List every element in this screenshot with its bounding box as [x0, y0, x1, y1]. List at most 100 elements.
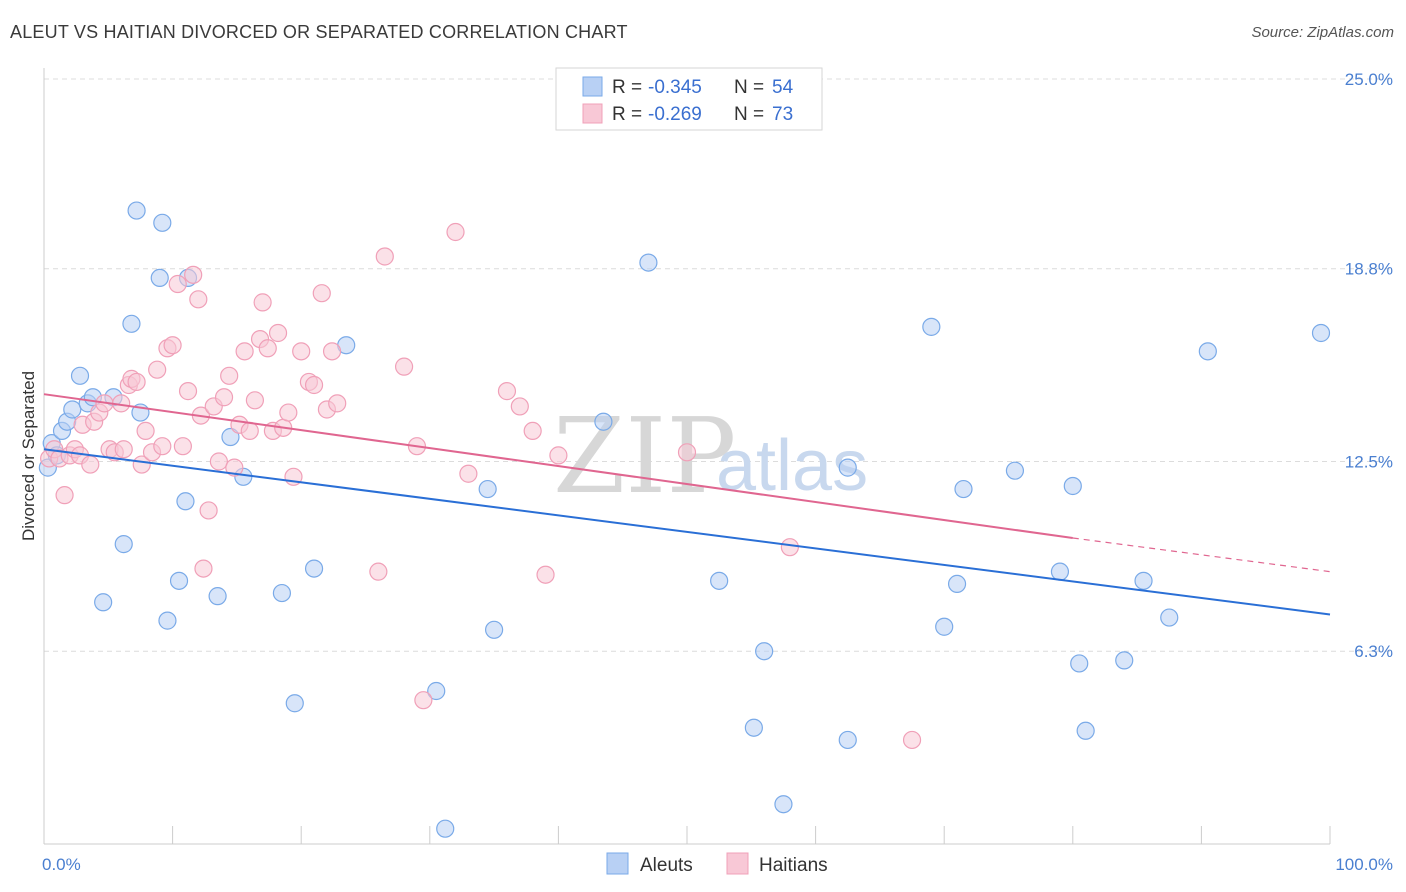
aleut-point-46 [1063, 476, 1082, 496]
haitian-point-22 [148, 360, 167, 379]
x-tick-label-0: 0.0% [42, 855, 81, 874]
y-tick-label-1: 12.5% [1345, 453, 1393, 472]
haitian-point-41 [240, 421, 259, 440]
aleut-point-40 [922, 317, 941, 336]
aleut-point-34 [710, 571, 729, 590]
haitian-point-15 [114, 440, 133, 459]
haitian-point-32 [194, 559, 213, 578]
aleut-point-33 [639, 253, 658, 272]
haitian-point-71 [780, 538, 799, 557]
data-points [38, 201, 1331, 838]
haitian-point-44 [253, 293, 272, 312]
aleut-point-29 [436, 819, 455, 838]
aleut-point-25 [285, 694, 304, 713]
haitian-point-63 [446, 222, 465, 242]
x-tick-labels: 0.0% 100.0% [42, 855, 1393, 874]
legend-bottom-swatch-haitians [726, 852, 749, 875]
haitian-point-69 [549, 446, 568, 465]
legend-bottom-swatch-aleuts [606, 852, 629, 875]
aleut-point-37 [774, 795, 793, 814]
trend-lines [43, 393, 1331, 616]
haitian-point-26 [168, 274, 187, 294]
aleut-point-43 [954, 479, 973, 499]
legend-n-label-1: N = [734, 77, 764, 98]
aleut-point-16 [153, 213, 172, 232]
source-label: Source: ZipAtlas.com [1251, 24, 1394, 41]
haitian-point-59 [375, 247, 394, 266]
haitian-point-68 [536, 565, 555, 584]
legend-n-label-2: N = [734, 104, 764, 125]
y-tick-label-2: 18.8% [1345, 260, 1393, 279]
aleut-point-26 [304, 559, 324, 578]
haitian-point-60 [394, 357, 414, 376]
haitian-point-51 [292, 342, 311, 361]
haitian-point-23 [153, 437, 172, 456]
aleut-point-17 [158, 611, 177, 630]
haitian-point-28 [178, 382, 198, 401]
haitian-point-40 [235, 342, 254, 361]
y-tick-labels: 6.3% 12.5% 18.8% 25.0% [1345, 70, 1393, 661]
legend-bottom-aleuts: Aleuts [640, 855, 693, 876]
haitian-point-64 [459, 464, 478, 483]
haitian-point-8 [81, 455, 100, 474]
aleut-point-50 [1134, 571, 1153, 590]
aleut-point-11 [114, 535, 133, 554]
aleut-point-31 [478, 479, 497, 499]
haitian-point-70 [677, 443, 697, 462]
aleut-point-28 [427, 681, 446, 701]
haitian-point-53 [304, 375, 324, 395]
haitian-point-42 [245, 391, 265, 410]
haitian-point-47 [268, 323, 288, 343]
haitian-point-27 [173, 437, 192, 456]
aleut-point-6 [70, 366, 90, 385]
haitian-point-25 [163, 336, 182, 355]
haitian-point-18 [127, 372, 146, 392]
x-tick-label-1: 100.0% [1335, 855, 1393, 874]
haitian-point-57 [328, 394, 347, 413]
haitian-point-62 [414, 691, 433, 710]
aleut-point-19 [176, 492, 195, 511]
haitian-point-65 [497, 382, 517, 401]
y-tick-label-0: 6.3% [1354, 642, 1393, 661]
haitian-trend-extension [1072, 537, 1331, 573]
aleut-point-44 [1005, 461, 1025, 480]
legend-r-value-1: -0.345 [648, 77, 702, 98]
y-axis-title: Divorced or Separated [19, 371, 38, 541]
aleut-point-12 [122, 314, 141, 333]
haitian-point-33 [199, 501, 218, 520]
grid-lines [44, 78, 1392, 652]
haitian-point-30 [189, 290, 208, 309]
aleut-point-48 [1076, 721, 1095, 740]
legend-r-label-2: R = [612, 104, 642, 125]
legend-top: R = -0.345 N = 54 R = -0.269 N = 73 [555, 67, 823, 131]
legend-swatch-haitians [582, 103, 603, 124]
legend-n-value-1: 54 [772, 77, 794, 98]
aleut-point-35 [755, 642, 774, 661]
haitian-point-36 [214, 388, 234, 407]
haitian-point-72 [902, 730, 922, 750]
haitian-point-35 [209, 452, 228, 471]
haitian-point-54 [312, 284, 331, 303]
haitian-point-56 [322, 342, 342, 361]
haitian-point-3 [55, 486, 74, 505]
aleut-point-42 [947, 574, 967, 594]
aleut-point-52 [1198, 342, 1217, 361]
aleut-point-36 [744, 718, 763, 737]
aleut-point-15 [150, 268, 169, 287]
aleut-point-47 [1070, 654, 1089, 673]
legend-bottom: Aleuts Haitians [606, 852, 828, 876]
aleut-point-30 [485, 620, 504, 639]
haitian-point-49 [279, 403, 298, 422]
haitian-point-20 [136, 421, 155, 440]
aleut-point-39 [838, 458, 857, 477]
aleut-point-9 [94, 593, 113, 612]
legend-swatch-aleuts [582, 76, 603, 97]
aleut-point-13 [127, 201, 146, 220]
legend-bottom-haitians: Haitians [759, 855, 828, 876]
haitian-point-37 [220, 366, 239, 385]
aleut-point-38 [838, 730, 857, 750]
aleut-point-32 [594, 412, 613, 431]
aleut-point-5 [63, 400, 82, 419]
legend-n-value-2: 73 [772, 104, 793, 125]
